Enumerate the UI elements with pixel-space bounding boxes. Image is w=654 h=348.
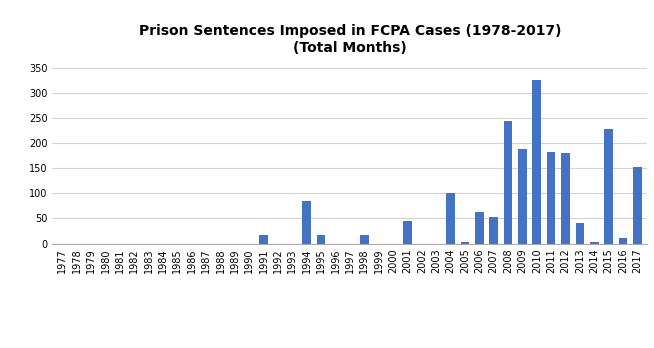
Bar bbox=[518, 149, 526, 244]
Bar bbox=[561, 153, 570, 244]
Bar bbox=[590, 242, 598, 244]
Bar bbox=[446, 193, 455, 244]
Bar bbox=[619, 238, 627, 244]
Bar bbox=[504, 121, 512, 244]
Bar bbox=[633, 167, 642, 244]
Bar bbox=[260, 235, 268, 244]
Bar bbox=[489, 217, 498, 244]
Bar bbox=[475, 212, 483, 244]
Bar bbox=[317, 235, 326, 244]
Bar bbox=[460, 242, 469, 244]
Bar bbox=[360, 235, 369, 244]
Bar bbox=[604, 129, 613, 244]
Bar bbox=[547, 152, 555, 244]
Bar bbox=[576, 223, 584, 244]
Bar bbox=[302, 201, 311, 244]
Bar bbox=[403, 221, 412, 244]
Bar bbox=[532, 80, 541, 244]
Title: Prison Sentences Imposed in FCPA Cases (1978-2017)
(Total Months): Prison Sentences Imposed in FCPA Cases (… bbox=[139, 24, 561, 55]
